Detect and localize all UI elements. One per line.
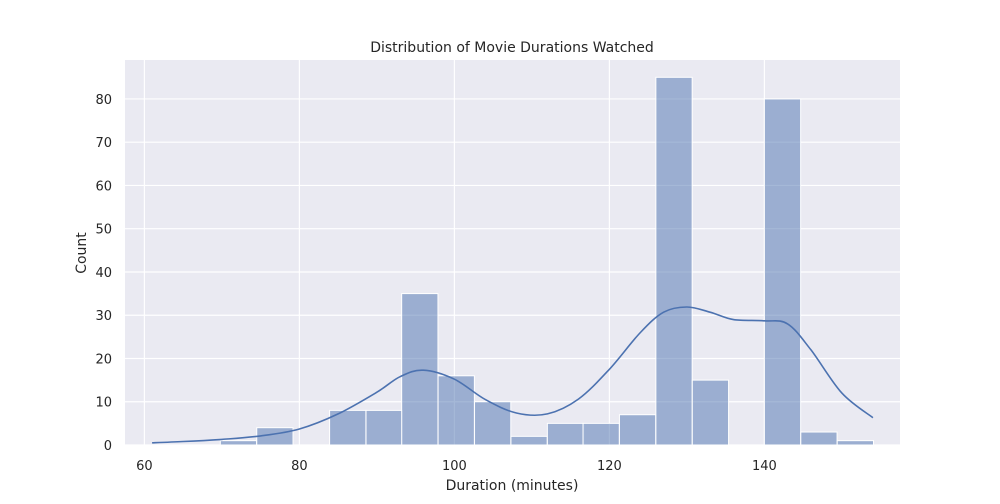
x-tick-label: 80	[291, 459, 308, 474]
histogram-bar	[691, 379, 730, 446]
histogram-bar	[510, 435, 548, 446]
y-tick-label: 80	[95, 93, 112, 108]
histogram-bar	[836, 440, 874, 446]
histogram-bar	[763, 98, 802, 446]
x-tick-label: 100	[442, 459, 467, 474]
x-axis-ticks: 60 80 100 120 140	[136, 459, 777, 474]
y-axis-ticks: 0 10 20 30 40 50 60 70 80	[95, 93, 112, 454]
histogram-bar	[401, 293, 439, 446]
y-tick-label: 40	[95, 266, 112, 281]
x-tick-label: 60	[136, 459, 153, 474]
y-tick-label: 20	[95, 352, 112, 367]
histogram-bar	[546, 422, 585, 446]
y-tick-label: 70	[95, 136, 112, 151]
histogram-bar	[365, 409, 403, 446]
x-axis-label: Duration (minutes)	[446, 478, 579, 494]
x-tick-label: 120	[597, 459, 622, 474]
histogram-bar	[618, 414, 657, 446]
histogram-bar	[582, 422, 620, 446]
chart-title: Distribution of Movie Durations Watched	[370, 40, 654, 56]
histogram-bar	[219, 440, 258, 446]
y-tick-label: 10	[95, 396, 112, 411]
x-tick-label: 140	[752, 459, 777, 474]
histogram-bar	[655, 76, 693, 446]
histogram-bar	[800, 431, 838, 446]
histogram-bar	[437, 375, 475, 446]
y-tick-label: 30	[95, 309, 112, 324]
y-tick-label: 0	[104, 439, 112, 454]
histogram-bar	[474, 401, 512, 446]
y-tick-label: 50	[95, 223, 112, 238]
histogram-bars	[219, 76, 874, 446]
kde-curve	[152, 306, 874, 444]
y-axis-label: Count	[74, 232, 90, 274]
y-tick-label: 60	[95, 179, 112, 194]
histogram-bar	[329, 409, 367, 446]
